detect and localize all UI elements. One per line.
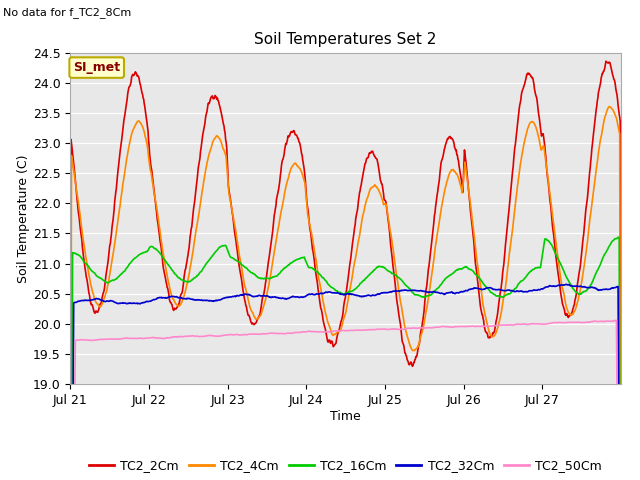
TC2_4Cm <box>112 233 120 239</box>
TC2_2Cm <box>316 298 323 303</box>
TC2_16Cm <box>605 243 613 249</box>
TC2_32Cm <box>257 293 265 299</box>
TC2_50Cm <box>112 336 120 342</box>
TC2_16Cm <box>358 279 365 285</box>
TC2_16Cm <box>112 276 120 282</box>
TC2_32Cm <box>604 287 612 292</box>
TC2_32Cm <box>112 300 120 305</box>
TC2_4Cm <box>604 108 611 113</box>
TC2_50Cm <box>605 318 613 324</box>
TC2_2Cm <box>606 60 614 65</box>
TC2_16Cm <box>615 234 623 240</box>
TC2_50Cm <box>612 317 620 323</box>
Line: TC2_16Cm: TC2_16Cm <box>70 237 621 480</box>
TC2_32Cm <box>358 294 365 300</box>
TC2_2Cm <box>257 304 265 310</box>
Y-axis label: Soil Temperature (C): Soil Temperature (C) <box>17 154 30 283</box>
TC2_2Cm <box>112 190 120 195</box>
Legend: TC2_2Cm, TC2_4Cm, TC2_16Cm, TC2_32Cm, TC2_50Cm: TC2_2Cm, TC2_4Cm, TC2_16Cm, TC2_32Cm, TC… <box>84 454 607 477</box>
TC2_2Cm <box>604 60 612 66</box>
TC2_16Cm <box>316 271 323 277</box>
Line: TC2_2Cm: TC2_2Cm <box>70 61 621 480</box>
TC2_32Cm <box>563 281 570 287</box>
TC2_32Cm <box>316 291 323 297</box>
TC2_50Cm <box>316 329 323 335</box>
Text: SI_met: SI_met <box>73 61 120 74</box>
X-axis label: Time: Time <box>330 409 361 422</box>
Line: TC2_32Cm: TC2_32Cm <box>70 284 621 480</box>
TC2_4Cm <box>358 219 365 225</box>
TC2_4Cm <box>257 312 265 317</box>
TC2_4Cm <box>605 104 613 109</box>
TC2_50Cm <box>257 331 265 337</box>
TC2_50Cm <box>358 327 365 333</box>
Title: Soil Temperatures Set 2: Soil Temperatures Set 2 <box>255 33 436 48</box>
TC2_4Cm <box>606 104 614 110</box>
TC2_4Cm <box>316 280 323 286</box>
Line: TC2_4Cm: TC2_4Cm <box>70 107 621 480</box>
TC2_2Cm <box>358 179 365 184</box>
Text: No data for f_TC2_8Cm: No data for f_TC2_8Cm <box>3 7 131 18</box>
TC2_16Cm <box>604 248 611 253</box>
Line: TC2_50Cm: TC2_50Cm <box>70 320 621 480</box>
TC2_2Cm <box>602 59 610 64</box>
TC2_16Cm <box>257 276 265 282</box>
TC2_32Cm <box>606 286 614 292</box>
TC2_50Cm <box>604 318 611 324</box>
